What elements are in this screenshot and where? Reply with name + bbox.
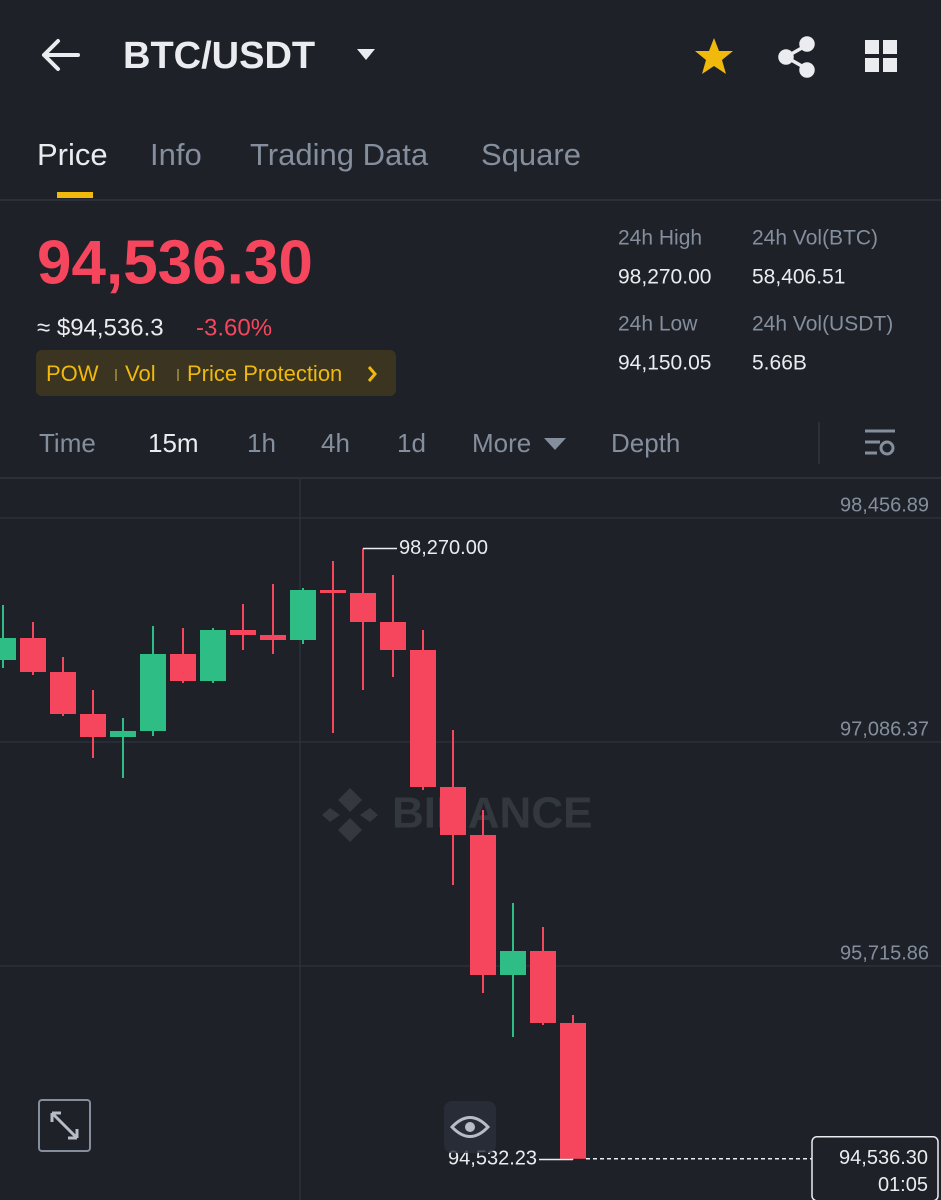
tab[interactable]: Info — [150, 137, 202, 172]
candle-body — [440, 786, 466, 835]
pair-title[interactable]: BTC/USDT — [123, 35, 315, 77]
candle-body — [170, 654, 196, 681]
high-label: 98,270.00 — [399, 537, 488, 559]
interval[interactable]: Depth — [611, 428, 680, 458]
stat-value: 58,406.51 — [752, 266, 845, 289]
favorite-star[interactable] — [695, 38, 733, 74]
candle-body — [0, 638, 16, 660]
interval[interactable]: 1h — [247, 428, 276, 458]
stat-value: 5.66B — [752, 352, 807, 375]
stat-label: 24h High — [618, 227, 702, 250]
more-caret — [544, 438, 566, 450]
stat-label: 24h Low — [618, 313, 698, 336]
tag: Vol — [125, 361, 156, 386]
tab[interactable]: Price — [37, 137, 108, 172]
candle-body — [350, 592, 376, 622]
last-price: 94,536.30 — [37, 228, 313, 297]
candle-body — [500, 950, 526, 975]
candle-body — [560, 1022, 586, 1159]
candle-body — [140, 654, 166, 732]
tab[interactable]: Square — [481, 137, 581, 172]
candle-body — [260, 634, 286, 640]
candle-body — [80, 714, 106, 738]
share-button[interactable] — [778, 36, 815, 78]
last-price-box — [811, 1136, 939, 1200]
interval[interactable]: Time — [39, 428, 96, 458]
candle-body — [230, 629, 256, 635]
candle-body — [320, 590, 346, 593]
tags-chevron — [367, 366, 377, 382]
candle-body — [290, 590, 316, 640]
y-tick-label: 97,086.37 — [840, 718, 929, 740]
interval[interactable]: 4h — [321, 428, 350, 458]
candle-body — [110, 731, 136, 738]
y-tick-label: 95,715.86 — [840, 942, 929, 964]
candle-body — [530, 950, 556, 1023]
tags-box[interactable] — [36, 350, 396, 396]
watermark-logo — [322, 788, 378, 842]
menu-grid[interactable] — [865, 40, 897, 72]
stat-value: 94,150.05 — [618, 352, 711, 375]
interval[interactable]: 1d — [397, 428, 426, 458]
expand-button[interactable] — [38, 1099, 91, 1152]
tag: POW — [46, 361, 99, 386]
y-tick-label: 98,456.89 — [840, 494, 929, 516]
candle-body — [50, 672, 76, 715]
candle-body — [380, 621, 406, 651]
tab[interactable]: Trading Data — [250, 137, 429, 172]
tag: Price Protection — [187, 361, 342, 386]
low-label: 94,532.23 — [448, 1148, 537, 1170]
interval[interactable]: 15m — [148, 428, 199, 458]
stat-value: 98,270.00 — [618, 266, 711, 289]
approx-price: ≈ $94,536.3 — [37, 314, 164, 341]
price-change: -3.60% — [196, 314, 272, 341]
stat-label: 24h Vol(USDT) — [752, 313, 893, 336]
chart-settings[interactable] — [865, 429, 895, 456]
watermark: BINANCE — [392, 789, 592, 838]
stat-label: 24h Vol(BTC) — [752, 227, 878, 250]
interval[interactable]: More — [472, 428, 531, 458]
candle-body — [470, 834, 496, 975]
pair-dropdown[interactable] — [357, 49, 375, 60]
tab-indicator — [57, 192, 93, 198]
candle-body — [20, 638, 46, 673]
candle-body — [200, 629, 226, 681]
eye-button[interactable] — [444, 1101, 496, 1153]
last-price-label: 94,536.30 — [839, 1147, 928, 1169]
countdown: 01:05 — [878, 1174, 928, 1196]
candle-body — [410, 650, 436, 787]
back-button[interactable] — [42, 39, 80, 71]
